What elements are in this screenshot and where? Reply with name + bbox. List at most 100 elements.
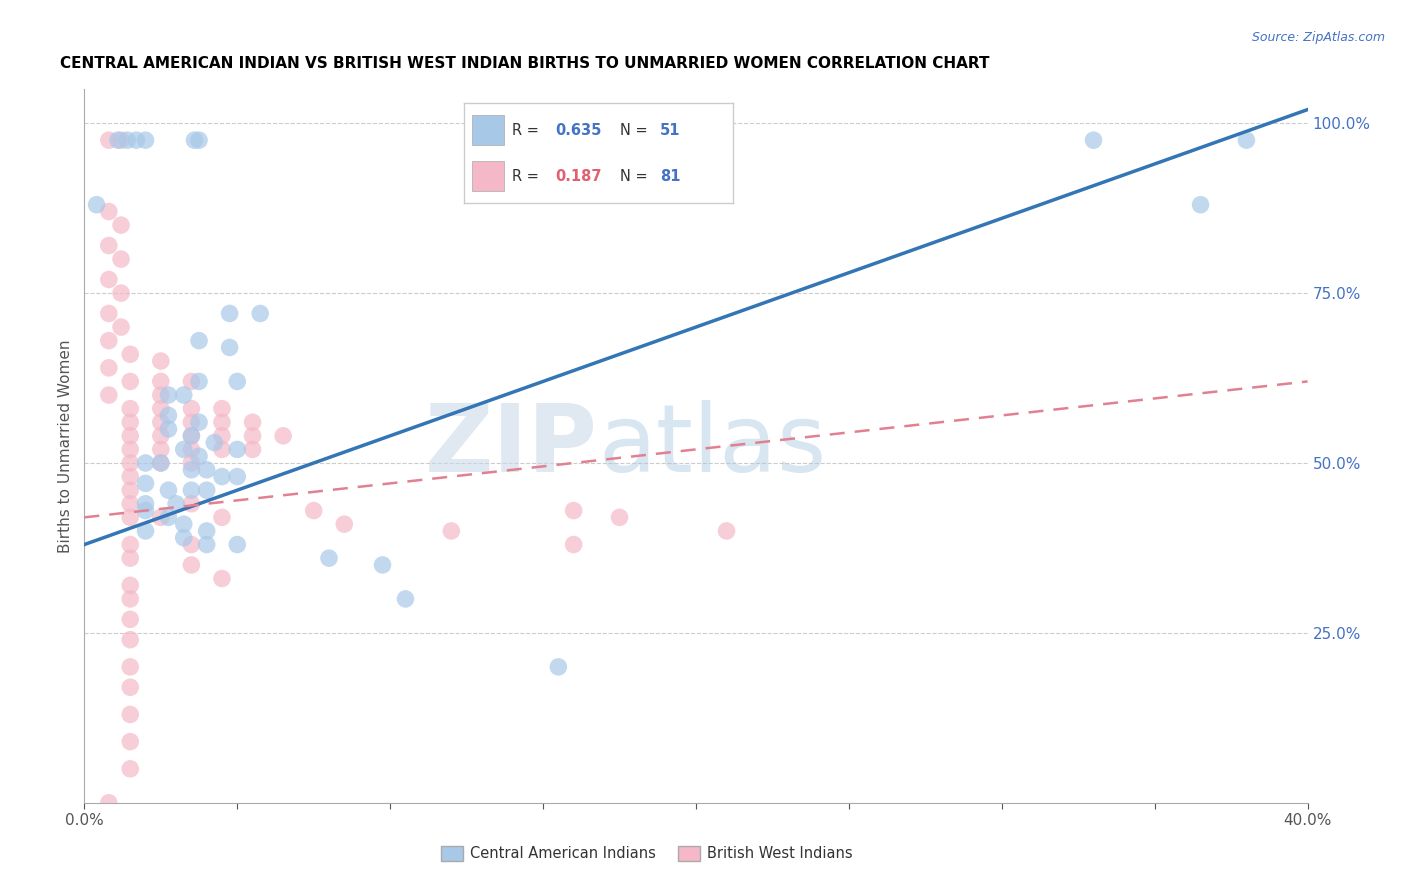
Point: [562, 503, 585, 517]
Point: [120, 762, 142, 776]
Point: [135, 456, 157, 470]
Point: [97, 796, 120, 810]
Point: [149, 354, 172, 368]
Point: [183, 133, 205, 147]
Point: [180, 442, 202, 457]
Y-axis label: Births to Unmarried Women: Births to Unmarried Women: [58, 339, 73, 553]
Point: [547, 660, 569, 674]
Legend: Central American Indians, British West Indians: Central American Indians, British West I…: [436, 839, 859, 867]
Point: [1236, 133, 1258, 147]
Point: [180, 415, 202, 429]
Point: [173, 531, 195, 545]
Point: [1312, 133, 1334, 147]
Point: [242, 415, 264, 429]
Point: [180, 429, 202, 443]
Point: [157, 483, 180, 498]
Point: [211, 401, 233, 416]
Point: [120, 707, 142, 722]
Point: [97, 388, 120, 402]
Point: [120, 632, 142, 647]
Point: [249, 306, 271, 320]
Point: [242, 442, 264, 457]
Point: [120, 680, 142, 694]
Point: [107, 133, 129, 147]
Point: [120, 429, 142, 443]
Point: [211, 429, 233, 443]
Point: [218, 306, 240, 320]
Point: [120, 401, 142, 416]
Point: [149, 429, 172, 443]
Point: [149, 375, 172, 389]
Text: CENTRAL AMERICAN INDIAN VS BRITISH WEST INDIAN BIRTHS TO UNMARRIED WOMEN CORRELA: CENTRAL AMERICAN INDIAN VS BRITISH WEST …: [60, 56, 990, 71]
Point: [188, 334, 211, 348]
Point: [120, 612, 142, 626]
Point: [394, 591, 416, 606]
Point: [188, 375, 211, 389]
Point: [173, 517, 195, 532]
Point: [188, 449, 211, 463]
Point: [97, 133, 120, 147]
Point: [180, 429, 202, 443]
Point: [97, 238, 120, 252]
Point: [1189, 198, 1212, 212]
Point: [120, 456, 142, 470]
Point: [120, 734, 142, 748]
Point: [110, 133, 132, 147]
Point: [149, 388, 172, 402]
Point: [135, 476, 157, 491]
Text: ZIP: ZIP: [425, 400, 598, 492]
Point: [211, 415, 233, 429]
Point: [110, 286, 132, 301]
Point: [195, 463, 218, 477]
Point: [226, 469, 249, 483]
Point: [440, 524, 463, 538]
Point: [202, 435, 225, 450]
Point: [188, 133, 211, 147]
Point: [157, 388, 180, 402]
Point: [120, 578, 142, 592]
Point: [97, 334, 120, 348]
Point: [180, 497, 202, 511]
Point: [218, 341, 240, 355]
Point: [157, 510, 180, 524]
Point: [180, 558, 202, 572]
Point: [226, 375, 249, 389]
Point: [120, 347, 142, 361]
Point: [135, 133, 157, 147]
Point: [195, 524, 218, 538]
Point: [157, 409, 180, 423]
Point: [135, 524, 157, 538]
Point: [120, 510, 142, 524]
Point: [149, 456, 172, 470]
Point: [180, 483, 202, 498]
Point: [120, 442, 142, 457]
Point: [226, 537, 249, 551]
Point: [211, 469, 233, 483]
Point: [149, 415, 172, 429]
Point: [120, 537, 142, 551]
Point: [211, 572, 233, 586]
Point: [318, 551, 340, 566]
Point: [180, 537, 202, 551]
Point: [97, 360, 120, 375]
Point: [165, 497, 187, 511]
Point: [97, 272, 120, 286]
Point: [195, 483, 218, 498]
Point: [97, 306, 120, 320]
Point: [97, 204, 120, 219]
Point: [226, 442, 249, 457]
Point: [242, 429, 264, 443]
Point: [211, 510, 233, 524]
Point: [149, 510, 172, 524]
Point: [149, 442, 172, 457]
Point: [562, 537, 585, 551]
Point: [180, 375, 202, 389]
Point: [86, 198, 108, 212]
Point: [173, 442, 195, 457]
Point: [120, 375, 142, 389]
Point: [149, 456, 172, 470]
Point: [1083, 133, 1105, 147]
Point: [135, 497, 157, 511]
Point: [135, 503, 157, 517]
Point: [333, 517, 356, 532]
